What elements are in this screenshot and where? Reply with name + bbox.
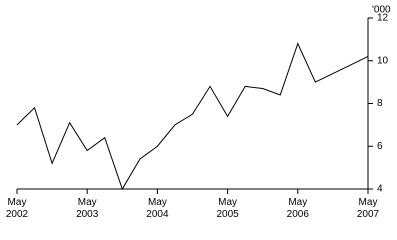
y-tick-label: 12 — [377, 13, 389, 24]
x-tick-label: May 2004 — [146, 197, 169, 220]
x-tick-label: May 2005 — [216, 197, 239, 220]
y-tick-label: 4 — [377, 184, 383, 195]
line — [16, 42, 369, 191]
x-tick-label: May 2003 — [76, 197, 99, 220]
y-tick-label: 8 — [377, 98, 383, 109]
chart: '000 4 6 8 10 12 May 2002 May 2003 May 2004 May 2005… — [6, 5, 391, 220]
x-tick-label: May 2002 — [6, 197, 29, 220]
y-unit-label: '000 — [372, 5, 391, 16]
x-tick-label: May 2007 — [357, 197, 380, 220]
y-tick-label: 6 — [377, 141, 383, 152]
x-tick-label: May 2006 — [287, 197, 310, 220]
y-tick-label: 10 — [377, 55, 389, 66]
